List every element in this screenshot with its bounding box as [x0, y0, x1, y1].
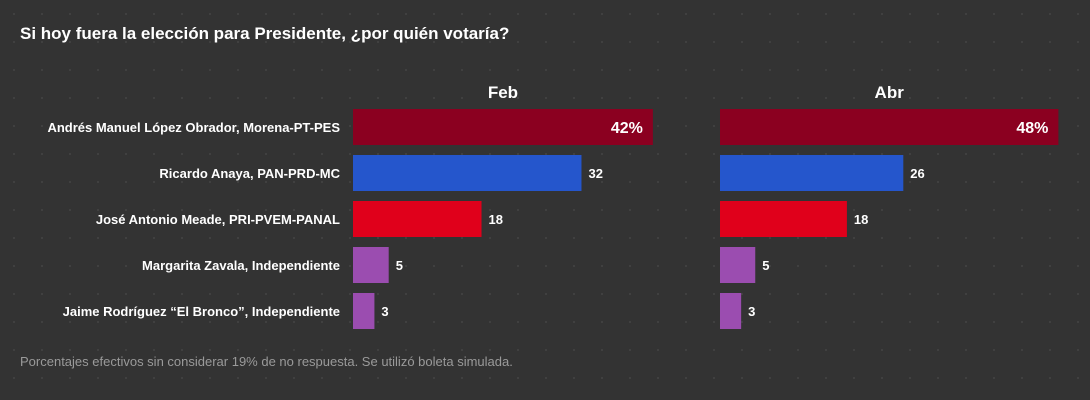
candidate-label: Jaime Rodríguez “El Bronco”, Independien… — [63, 304, 340, 319]
bar — [720, 155, 904, 191]
bar — [353, 109, 653, 145]
data-label: 42% — [611, 120, 643, 137]
panel-title: Feb — [488, 83, 518, 102]
data-label: 26 — [910, 166, 924, 181]
data-label: 32 — [588, 166, 602, 181]
bar — [353, 155, 582, 191]
bar — [353, 201, 482, 237]
panel-feb: Feb 42% 32 18 5 3 — [353, 83, 653, 329]
bar — [353, 247, 389, 283]
data-label: 3 — [381, 304, 388, 319]
panel-abr: Abr 48% 26 18 5 3 — [720, 83, 1059, 329]
bar — [720, 247, 756, 283]
footnote: Porcentajes efectivos sin considerar 19%… — [20, 354, 513, 369]
data-label: 18 — [489, 212, 503, 227]
chart-title: Si hoy fuera la elección para Presidente… — [20, 24, 510, 43]
data-label: 5 — [762, 258, 769, 273]
bar — [720, 293, 742, 329]
data-label: 48% — [1016, 120, 1048, 137]
bar — [353, 293, 375, 329]
candidate-label: José Antonio Meade, PRI-PVEM-PANAL — [96, 212, 340, 227]
data-label: 18 — [854, 212, 868, 227]
candidate-label: Andrés Manuel López Obrador, Morena-PT-P… — [47, 120, 340, 135]
panel-title: Abr — [875, 83, 905, 102]
data-label: 3 — [748, 304, 755, 319]
candidate-label: Ricardo Anaya, PAN-PRD-MC — [159, 166, 340, 181]
candidate-label: Margarita Zavala, Independiente — [142, 258, 340, 273]
bar — [720, 201, 847, 237]
bar — [720, 109, 1059, 145]
data-label: 5 — [396, 258, 403, 273]
